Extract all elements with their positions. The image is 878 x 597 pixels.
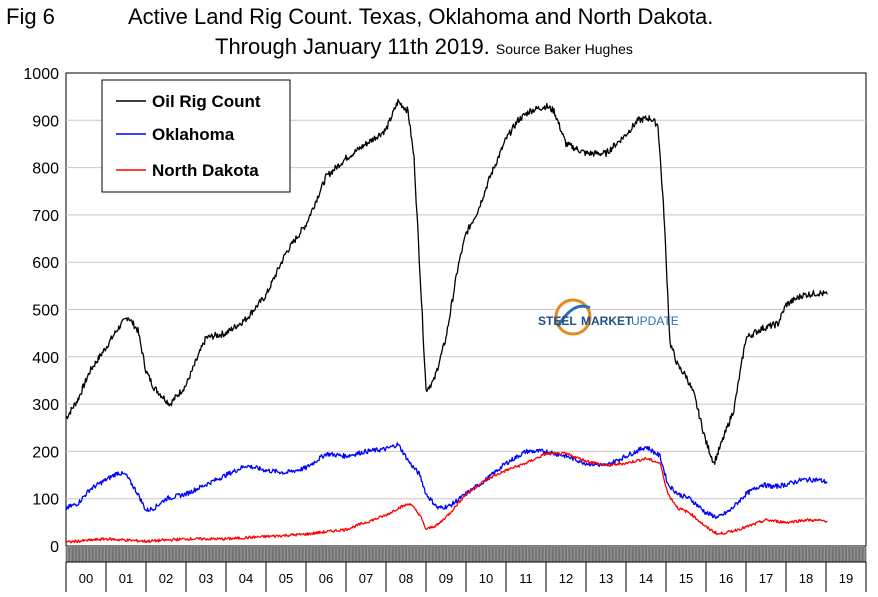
y-tick-label: 0 xyxy=(50,539,59,556)
logo-circle xyxy=(554,298,592,336)
legend-label-oklahoma: Oklahoma xyxy=(152,125,235,144)
figure-label: Fig 6 xyxy=(6,4,55,29)
x-tick-label: 04 xyxy=(239,571,253,586)
series-line-oil-rig-count xyxy=(65,98,828,465)
x-tick-label: 19 xyxy=(839,571,853,586)
chart-title-line1: Active Land Rig Count. Texas, Oklahoma a… xyxy=(128,4,714,29)
y-tick-label: 700 xyxy=(32,208,59,225)
logo-word-steel: STEEL xyxy=(538,314,577,328)
legend-box xyxy=(101,79,291,193)
chart-title-line2: Through January 11th 2019. Source Baker … xyxy=(215,34,633,60)
x-tick-label: 05 xyxy=(279,571,293,586)
x-tick-label: 03 xyxy=(199,571,213,586)
y-tick-label: 200 xyxy=(32,444,59,461)
x-tick-label: 12 xyxy=(559,571,573,586)
x-tick-label: 06 xyxy=(319,571,333,586)
x-tick-label: 18 xyxy=(799,571,813,586)
legend-label-oil: Oil Rig Count xyxy=(152,92,261,111)
chart-source: Source Baker Hughes xyxy=(495,41,633,57)
x-tick-label: 01 xyxy=(119,571,133,586)
x-tick-label: 17 xyxy=(759,571,773,586)
y-tick-label: 400 xyxy=(32,350,59,367)
y-axis: 0 100 200 300 400 500 600 700 800 900 1000 xyxy=(23,66,59,556)
watermark-logo: STEEL MARKET UPDATE xyxy=(538,298,679,336)
x-tick-label: 11 xyxy=(519,571,533,586)
legend: Oil Rig Count Oklahoma North Dakota xyxy=(101,79,291,193)
x-tick-label: 08 xyxy=(399,571,413,586)
y-tick-label: 1000 xyxy=(23,66,59,83)
logo-swoosh xyxy=(556,304,591,327)
series-line-north-dakota xyxy=(65,451,828,544)
y-tick-label: 800 xyxy=(32,161,59,178)
x-tick-label: 13 xyxy=(599,571,613,586)
y-tick-label: 900 xyxy=(32,113,59,130)
series-line-oklahoma xyxy=(65,442,828,520)
y-tick-label: 500 xyxy=(32,303,59,320)
y-tick-label: 100 xyxy=(32,492,59,509)
x-axis: 00 01 02 03 04 05 06 07 08 09 10 11 12 13 14 15 16 17 18 19 xyxy=(65,547,867,592)
y-tick-label: 300 xyxy=(32,397,59,414)
logo-word-update: UPDATE xyxy=(631,314,679,328)
chart-title-line2-text: Through January 11th 2019. xyxy=(215,34,490,59)
x-tick-label: 07 xyxy=(359,571,373,586)
x-tick-label: 14 xyxy=(639,571,653,586)
x-tick-label: 15 xyxy=(679,571,693,586)
x-tick-label: 09 xyxy=(439,571,453,586)
legend-label-north-dakota: North Dakota xyxy=(152,161,259,180)
x-tick-label: 10 xyxy=(479,571,493,586)
logo-word-market: MARKET xyxy=(581,314,633,328)
series-lines xyxy=(65,98,828,544)
x-tick-label: 02 xyxy=(159,571,173,586)
x-tick-label: 16 xyxy=(719,571,733,586)
y-tick-label: 600 xyxy=(32,255,59,272)
x-tick-label: 00 xyxy=(79,571,93,586)
